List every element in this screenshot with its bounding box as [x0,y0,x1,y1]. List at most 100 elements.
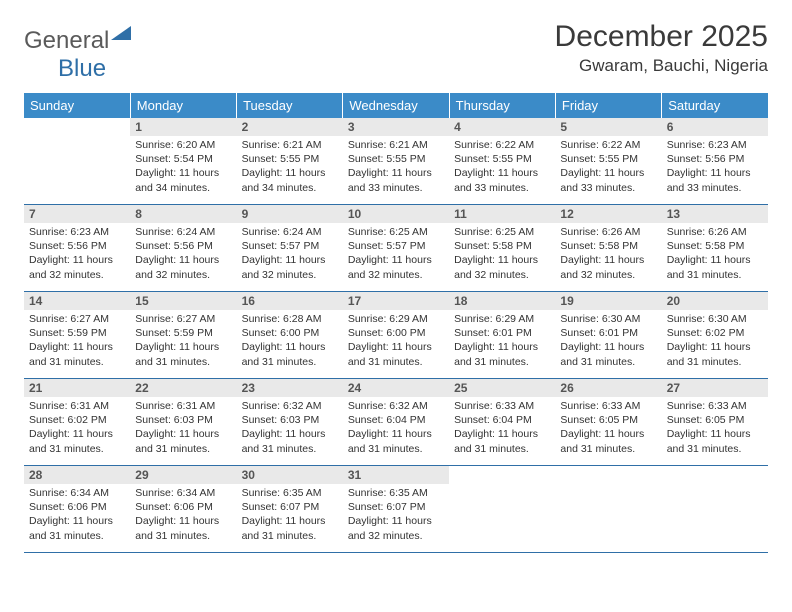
day-number: 3 [343,118,449,136]
calendar-week: 7Sunrise: 6:23 AMSunset: 5:56 PMDaylight… [24,205,768,292]
day-number: 6 [662,118,768,136]
calendar-cell: 1Sunrise: 6:20 AMSunset: 5:54 PMDaylight… [130,118,236,205]
header: General Blue December 2025 Gwaram, Bauch… [24,20,768,83]
logo-triangle-icon [111,26,131,40]
day-details: Sunrise: 6:30 AMSunset: 6:01 PMDaylight:… [555,310,661,373]
day-details: Sunrise: 6:22 AMSunset: 5:55 PMDaylight:… [555,136,661,199]
day-number: 13 [662,205,768,223]
day-number: 18 [449,292,555,310]
day-details: Sunrise: 6:29 AMSunset: 6:00 PMDaylight:… [343,310,449,373]
weekday-header: Thursday [449,93,555,118]
day-number: 30 [237,466,343,484]
calendar-cell: 23Sunrise: 6:32 AMSunset: 6:03 PMDayligh… [237,379,343,466]
calendar-cell [449,466,555,553]
calendar-cell: 17Sunrise: 6:29 AMSunset: 6:00 PMDayligh… [343,292,449,379]
day-details: Sunrise: 6:33 AMSunset: 6:05 PMDaylight:… [555,397,661,460]
day-number: 7 [24,205,130,223]
day-number: 16 [237,292,343,310]
title-block: December 2025 Gwaram, Bauchi, Nigeria [555,20,768,76]
day-details: Sunrise: 6:21 AMSunset: 5:55 PMDaylight:… [343,136,449,199]
day-details: Sunrise: 6:30 AMSunset: 6:02 PMDaylight:… [662,310,768,373]
calendar-body: 1Sunrise: 6:20 AMSunset: 5:54 PMDaylight… [24,118,768,553]
calendar-cell: 22Sunrise: 6:31 AMSunset: 6:03 PMDayligh… [130,379,236,466]
calendar-cell: 3Sunrise: 6:21 AMSunset: 5:55 PMDaylight… [343,118,449,205]
calendar-cell: 2Sunrise: 6:21 AMSunset: 5:55 PMDaylight… [237,118,343,205]
day-number: 31 [343,466,449,484]
day-number: 1 [130,118,236,136]
calendar-head: SundayMondayTuesdayWednesdayThursdayFrid… [24,93,768,118]
day-details: Sunrise: 6:20 AMSunset: 5:54 PMDaylight:… [130,136,236,199]
calendar-cell: 16Sunrise: 6:28 AMSunset: 6:00 PMDayligh… [237,292,343,379]
day-details: Sunrise: 6:29 AMSunset: 6:01 PMDaylight:… [449,310,555,373]
day-number: 23 [237,379,343,397]
day-details: Sunrise: 6:26 AMSunset: 5:58 PMDaylight:… [662,223,768,286]
brand-part1: General [24,27,109,54]
day-number: 21 [24,379,130,397]
calendar-cell: 8Sunrise: 6:24 AMSunset: 5:56 PMDaylight… [130,205,236,292]
weekday-header: Monday [130,93,236,118]
calendar-cell: 5Sunrise: 6:22 AMSunset: 5:55 PMDaylight… [555,118,661,205]
day-number: 22 [130,379,236,397]
weekday-header: Saturday [662,93,768,118]
brand-part2: Blue [58,55,106,82]
calendar-cell [662,466,768,553]
day-number: 24 [343,379,449,397]
calendar-week: 21Sunrise: 6:31 AMSunset: 6:02 PMDayligh… [24,379,768,466]
day-details: Sunrise: 6:35 AMSunset: 6:07 PMDaylight:… [237,484,343,547]
calendar-cell [24,118,130,205]
day-details: Sunrise: 6:24 AMSunset: 5:56 PMDaylight:… [130,223,236,286]
calendar-cell: 31Sunrise: 6:35 AMSunset: 6:07 PMDayligh… [343,466,449,553]
day-details: Sunrise: 6:33 AMSunset: 6:05 PMDaylight:… [662,397,768,460]
calendar-cell: 21Sunrise: 6:31 AMSunset: 6:02 PMDayligh… [24,379,130,466]
day-number: 4 [449,118,555,136]
day-number: 14 [24,292,130,310]
calendar-cell: 27Sunrise: 6:33 AMSunset: 6:05 PMDayligh… [662,379,768,466]
day-number: 9 [237,205,343,223]
calendar-table: SundayMondayTuesdayWednesdayThursdayFrid… [24,93,768,553]
day-details: Sunrise: 6:27 AMSunset: 5:59 PMDaylight:… [24,310,130,373]
calendar-cell: 11Sunrise: 6:25 AMSunset: 5:58 PMDayligh… [449,205,555,292]
calendar-cell: 18Sunrise: 6:29 AMSunset: 6:01 PMDayligh… [449,292,555,379]
calendar-week: 1Sunrise: 6:20 AMSunset: 5:54 PMDaylight… [24,118,768,205]
weekday-header: Friday [555,93,661,118]
day-number: 2 [237,118,343,136]
day-number: 17 [343,292,449,310]
location-label: Gwaram, Bauchi, Nigeria [555,56,768,76]
day-number: 12 [555,205,661,223]
calendar-week: 14Sunrise: 6:27 AMSunset: 5:59 PMDayligh… [24,292,768,379]
weekday-header: Tuesday [237,93,343,118]
calendar-cell: 9Sunrise: 6:24 AMSunset: 5:57 PMDaylight… [237,205,343,292]
calendar-cell: 29Sunrise: 6:34 AMSunset: 6:06 PMDayligh… [130,466,236,553]
calendar-cell: 25Sunrise: 6:33 AMSunset: 6:04 PMDayligh… [449,379,555,466]
day-details: Sunrise: 6:26 AMSunset: 5:58 PMDaylight:… [555,223,661,286]
month-title: December 2025 [555,20,768,54]
day-number: 26 [555,379,661,397]
day-details: Sunrise: 6:35 AMSunset: 6:07 PMDaylight:… [343,484,449,547]
calendar-cell: 15Sunrise: 6:27 AMSunset: 5:59 PMDayligh… [130,292,236,379]
calendar-cell: 7Sunrise: 6:23 AMSunset: 5:56 PMDaylight… [24,205,130,292]
day-details: Sunrise: 6:27 AMSunset: 5:59 PMDaylight:… [130,310,236,373]
day-number: 27 [662,379,768,397]
calendar-cell: 13Sunrise: 6:26 AMSunset: 5:58 PMDayligh… [662,205,768,292]
day-number: 20 [662,292,768,310]
day-number: 11 [449,205,555,223]
day-number: 29 [130,466,236,484]
calendar-cell: 30Sunrise: 6:35 AMSunset: 6:07 PMDayligh… [237,466,343,553]
calendar-cell: 20Sunrise: 6:30 AMSunset: 6:02 PMDayligh… [662,292,768,379]
calendar-cell: 26Sunrise: 6:33 AMSunset: 6:05 PMDayligh… [555,379,661,466]
weekday-row: SundayMondayTuesdayWednesdayThursdayFrid… [24,93,768,118]
day-details: Sunrise: 6:22 AMSunset: 5:55 PMDaylight:… [449,136,555,199]
day-number: 15 [130,292,236,310]
day-number: 5 [555,118,661,136]
calendar-cell: 14Sunrise: 6:27 AMSunset: 5:59 PMDayligh… [24,292,130,379]
day-details: Sunrise: 6:33 AMSunset: 6:04 PMDaylight:… [449,397,555,460]
day-details: Sunrise: 6:28 AMSunset: 6:00 PMDaylight:… [237,310,343,373]
day-number: 25 [449,379,555,397]
day-details: Sunrise: 6:21 AMSunset: 5:55 PMDaylight:… [237,136,343,199]
page: General Blue December 2025 Gwaram, Bauch… [0,0,792,612]
day-number: 8 [130,205,236,223]
calendar-cell: 12Sunrise: 6:26 AMSunset: 5:58 PMDayligh… [555,205,661,292]
day-details: Sunrise: 6:23 AMSunset: 5:56 PMDaylight:… [24,223,130,286]
weekday-header: Wednesday [343,93,449,118]
calendar-cell: 19Sunrise: 6:30 AMSunset: 6:01 PMDayligh… [555,292,661,379]
